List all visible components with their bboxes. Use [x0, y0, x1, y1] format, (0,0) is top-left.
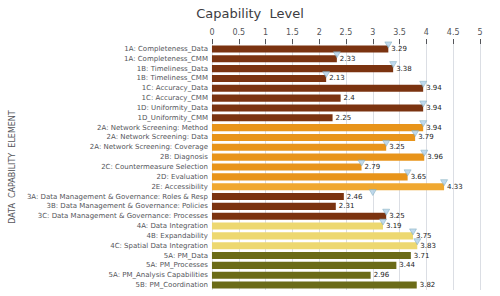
svg-text:3.83: 3.83	[420, 242, 436, 250]
svg-text:2.33: 2.33	[340, 55, 356, 63]
svg-text:2B: Diagnosis: 2B: Diagnosis	[160, 153, 208, 161]
svg-text:1.5: 1.5	[286, 28, 299, 37]
svg-text:2.46: 2.46	[347, 193, 363, 201]
svg-text:3.25: 3.25	[389, 212, 405, 220]
svg-text:1A: Completeness_CMM: 1A: Completeness_CMM	[124, 55, 208, 63]
svg-text:2A: Network Screening: Method: 2A: Network Screening: Method	[97, 124, 208, 132]
svg-text:4A: Data Integration: 4A: Data Integration	[137, 222, 208, 230]
svg-text:Capability Level: Capability Level	[196, 6, 304, 21]
svg-text:4B: Expandability: 4B: Expandability	[146, 232, 207, 240]
svg-text:2D: Evaluation: 2D: Evaluation	[157, 173, 208, 181]
svg-text:5: 5	[477, 28, 482, 37]
svg-text:3B: Data Management & Governan: 3B: Data Management & Governance: Polici…	[46, 202, 208, 210]
svg-text:3.25: 3.25	[389, 143, 405, 151]
svg-text:2C: Countermeasure Selection: 2C: Countermeasure Selection	[101, 163, 208, 171]
svg-text:3.65: 3.65	[411, 173, 427, 181]
svg-text:1B: Timeliness_Data: 1B: Timeliness_Data	[137, 65, 208, 73]
svg-text:5A: PM_Processes: 5A: PM_Processes	[146, 261, 208, 269]
svg-text:2E: Accessibility: 2E: Accessibility	[151, 183, 208, 191]
svg-text:2.13: 2.13	[329, 74, 345, 82]
svg-text:2.31: 2.31	[339, 202, 355, 210]
svg-text:4: 4	[424, 28, 429, 37]
svg-text:3.75: 3.75	[416, 231, 432, 240]
svg-text:DATA CAPABILITY ELEMENT: DATA CAPABILITY ELEMENT	[8, 110, 17, 224]
svg-text:1A: Completeness_Data: 1A: Completeness_Data	[124, 45, 208, 53]
svg-text:2: 2	[317, 28, 322, 37]
svg-text:5A: PM_Data: 5A: PM_Data	[164, 252, 208, 260]
svg-text:3.29: 3.29	[391, 45, 407, 53]
svg-text:4.5: 4.5	[447, 28, 460, 37]
svg-text:3.94: 3.94	[426, 104, 442, 112]
svg-text:2A: Network Screening: Coverag: 2A: Network Screening: Coverage	[90, 143, 208, 151]
svg-text:3.96: 3.96	[427, 153, 443, 161]
svg-text:3.38: 3.38	[396, 65, 412, 73]
svg-text:1D: Uniformity_Data: 1D: Uniformity_Data	[137, 104, 208, 112]
svg-text:3.79: 3.79	[418, 133, 434, 141]
svg-text:3: 3	[370, 28, 375, 37]
svg-text:3.5: 3.5	[393, 28, 406, 37]
svg-text:3.44: 3.44	[399, 261, 415, 269]
svg-text:5A: PM_Analysis Capabilities: 5A: PM_Analysis Capabilities	[109, 271, 209, 279]
svg-text:0: 0	[209, 28, 214, 37]
svg-text:3A: Data Management & Governan: 3A: Data Management & Governance: Roles …	[27, 193, 209, 201]
svg-text:3.94: 3.94	[426, 124, 442, 132]
svg-text:1C: Accuracy_Data: 1C: Accuracy_Data	[142, 84, 208, 92]
svg-text:1: 1	[263, 28, 268, 37]
svg-text:4.33: 4.33	[447, 183, 463, 191]
svg-text:2.96: 2.96	[374, 271, 390, 279]
svg-text:2A: Network Screening: Data: 2A: Network Screening: Data	[107, 133, 208, 141]
svg-text:0.5: 0.5	[232, 28, 245, 37]
svg-text:1B: Timeliness_CMM: 1B: Timeliness_CMM	[137, 74, 208, 82]
svg-text:3.19: 3.19	[386, 222, 402, 230]
svg-text:1C: Accuracy_CMM: 1C: Accuracy_CMM	[142, 94, 208, 102]
svg-text:4C: Spatial Data Integration: 4C: Spatial Data Integration	[110, 242, 208, 250]
svg-text:2.25: 2.25	[336, 114, 352, 122]
svg-text:5B: PM_Coordination: 5B: PM_Coordination	[136, 281, 208, 289]
svg-text:3.82: 3.82	[420, 281, 436, 289]
svg-text:2.5: 2.5	[340, 28, 353, 37]
svg-text:1D_Uniformity_CMM: 1D_Uniformity_CMM	[137, 114, 207, 122]
svg-text:3C: Data Management & Governan: 3C: Data Management & Governance: Proces…	[38, 212, 209, 220]
svg-text:3.71: 3.71	[414, 252, 430, 260]
svg-text:2.79: 2.79	[365, 163, 381, 171]
svg-text:3.94: 3.94	[426, 84, 442, 92]
svg-text:2.4: 2.4	[344, 94, 356, 102]
